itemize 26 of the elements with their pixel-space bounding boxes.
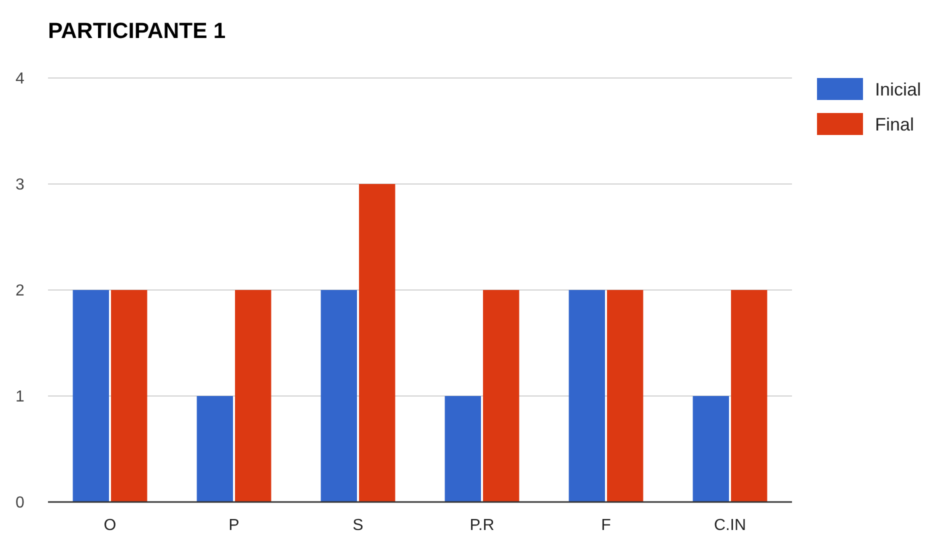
y-tick-label: 3 (16, 176, 25, 194)
bar (731, 290, 768, 502)
bar (196, 396, 233, 502)
bar (483, 290, 520, 502)
x-tick-label: O (104, 517, 116, 534)
y-tick-label: 2 (16, 282, 25, 300)
bar (568, 290, 605, 502)
bar (320, 290, 357, 502)
legend-label: Inicial (875, 79, 922, 100)
x-tick-label: S (352, 517, 364, 534)
y-tick-label: 4 (16, 70, 25, 88)
bar (235, 290, 272, 502)
y-tick-label: 1 (16, 388, 25, 406)
x-tick-label: P.R (470, 517, 494, 534)
bar (111, 290, 148, 502)
bar (607, 290, 644, 502)
x-tick-label: P (228, 517, 240, 534)
legend-label: Final (875, 114, 914, 134)
bar (72, 290, 109, 502)
chart-title: PARTICIPANTE 1 (48, 18, 226, 43)
bar (444, 396, 481, 502)
y-tick-label: 0 (16, 494, 25, 512)
x-tick-label: F (601, 517, 612, 534)
bar (359, 184, 396, 502)
x-tick-label: C.IN (714, 517, 746, 534)
bar (692, 396, 729, 502)
